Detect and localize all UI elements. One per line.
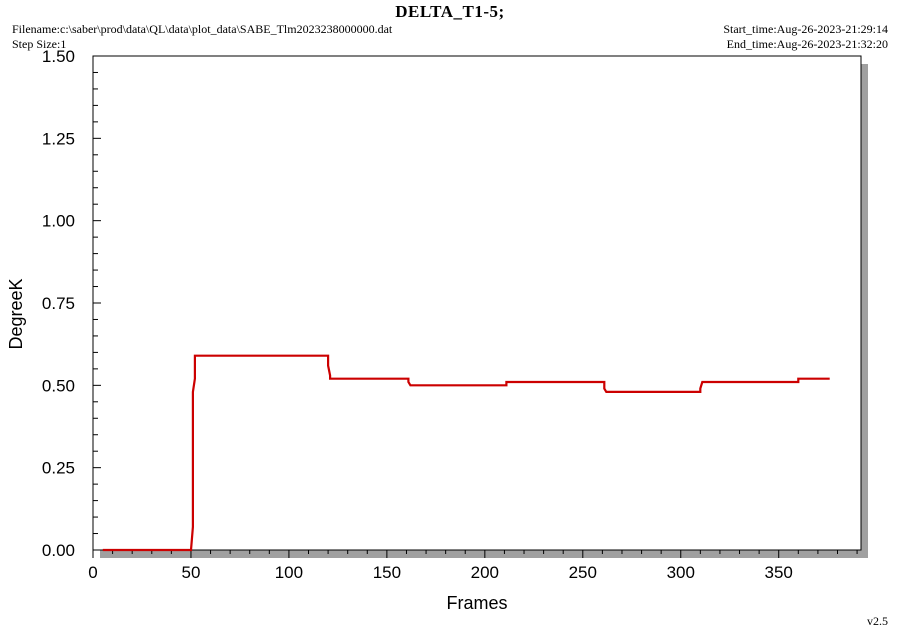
filename-label: Filename:c:\saber\prod\data\QL\data\plot… bbox=[12, 22, 393, 36]
time-info: Start_time:Aug-26-2023-21:29:14 End_time… bbox=[723, 22, 888, 52]
y-tick-label: 0.50 bbox=[42, 376, 75, 395]
y-tick-label: 0.25 bbox=[42, 459, 75, 478]
y-tick-label: 1.50 bbox=[42, 47, 75, 66]
series-layer bbox=[102, 354, 830, 552]
x-tick-label: 350 bbox=[765, 563, 793, 582]
y-tick-label: 1.25 bbox=[42, 129, 75, 148]
tick-labels: 0 50 100 150 200 250 300 350 0.00 0.25 0.50 0.75 1.0… bbox=[42, 47, 793, 582]
x-axis-label: Frames bbox=[446, 593, 507, 613]
start-time-label: Start_time:Aug-26-2023-21:29:14 bbox=[723, 22, 888, 36]
y-axis-label: DegreeK bbox=[6, 278, 26, 349]
x-tick-label: 200 bbox=[471, 563, 499, 582]
x-tick-label: 150 bbox=[373, 563, 401, 582]
x-tick-label: 250 bbox=[569, 563, 597, 582]
chart-title: DELTA_T1-5; bbox=[395, 2, 505, 21]
version-label: v2.5 bbox=[867, 614, 888, 628]
file-info: Filename:c:\saber\prod\data\QL\data\plot… bbox=[12, 22, 392, 52]
x-tick-label: 0 bbox=[88, 563, 97, 582]
x-tick-label: 300 bbox=[667, 563, 695, 582]
step-size-label: Step Size:1 bbox=[12, 37, 67, 51]
y-tick-label: 0.00 bbox=[42, 541, 75, 560]
y-tick-label: 1.00 bbox=[42, 212, 75, 231]
series-line bbox=[102, 354, 830, 552]
y-tick-label: 0.75 bbox=[42, 294, 75, 313]
end-time-label: End_time:Aug-26-2023-21:32:20 bbox=[726, 37, 888, 51]
x-tick-label: 50 bbox=[181, 563, 200, 582]
x-tick-label: 100 bbox=[275, 563, 303, 582]
plot-area bbox=[92, 55, 862, 551]
